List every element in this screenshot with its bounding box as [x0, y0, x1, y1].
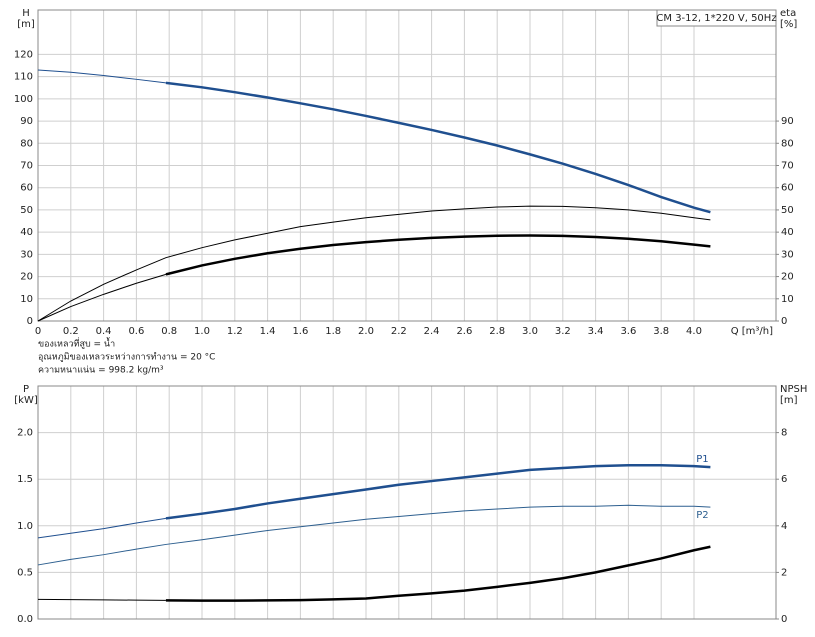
curve	[37, 517, 166, 539]
y-axis-label: H	[22, 8, 30, 19]
y-tick-label: 50	[20, 205, 33, 216]
curve	[165, 234, 711, 276]
curve-label: P1	[696, 454, 708, 465]
y-axis-label: P	[23, 384, 29, 395]
y-tick-label: 40	[20, 227, 33, 238]
y2-tick-label: 4	[781, 521, 787, 532]
y2-tick-label: 0	[781, 316, 787, 327]
note: ความหนาแน่น = 998.2 kg/m³	[38, 366, 164, 376]
y-tick-label: 80	[20, 138, 33, 149]
y2-tick-label: 30	[781, 249, 794, 260]
note: ของเหลวที่สูบ = น้ำ	[38, 337, 115, 350]
x-tick-label: 3.4	[588, 326, 604, 337]
y-tick-label: 30	[20, 249, 33, 260]
y2-tick-label: 2	[781, 567, 787, 578]
curve	[37, 205, 711, 322]
y-tick-label: 0.5	[17, 567, 33, 578]
y-tick-label: 1.5	[17, 474, 33, 485]
x-tick-label: 0.6	[128, 326, 144, 337]
curve	[165, 81, 711, 214]
x-tick-label: 2.6	[456, 326, 472, 337]
x-tick-label: 1.0	[194, 326, 210, 337]
y-tick-label: 110	[14, 72, 33, 83]
curve	[37, 504, 711, 566]
chart-title: CM 3-12, 1*220 V, 50Hz	[656, 13, 776, 24]
y-tick-label: 60	[20, 183, 33, 194]
y-axis-unit: [m]	[17, 19, 35, 30]
x-tick-label: 1.2	[227, 326, 243, 337]
y-axis-unit: [kW]	[14, 395, 38, 406]
x-tick-label: 3.0	[522, 326, 538, 337]
y2-tick-label: 8	[781, 428, 787, 439]
y-tick-label: 100	[14, 94, 33, 105]
y2-tick-label: 20	[781, 272, 794, 283]
curve	[165, 545, 711, 602]
x-tick-label: 2.4	[424, 326, 440, 337]
curve	[37, 273, 167, 322]
plot-frame	[37, 385, 777, 620]
x-tick-label: 3.6	[620, 326, 636, 337]
x-tick-label: 2.0	[358, 326, 374, 337]
y-tick-label: 70	[20, 161, 33, 172]
x-tick-label: 0.8	[161, 326, 177, 337]
y2-tick-label: 0	[781, 614, 787, 625]
y-tick-label: 20	[20, 272, 33, 283]
x-tick-label: 3.8	[653, 326, 669, 337]
x-tick-label: 0.2	[63, 326, 79, 337]
curve	[165, 463, 711, 520]
note: อุณหภูมิของเหลวระหว่างการทำงาน = 20 °C	[38, 352, 215, 363]
x-axis-label: Q [m³/h]	[731, 326, 773, 337]
y2-tick-label: 90	[781, 116, 794, 127]
y-tick-label: 0.0	[17, 614, 33, 625]
x-tick-label: 1.6	[292, 326, 308, 337]
legend-box	[656, 9, 777, 27]
y2-tick-label: 40	[781, 227, 794, 238]
curve	[37, 69, 166, 84]
y-tick-label: 0	[27, 316, 33, 327]
y2-axis-unit: [m]	[780, 395, 798, 406]
y2-tick-label: 6	[781, 474, 787, 485]
x-tick-label: 0	[35, 326, 41, 337]
y-tick-label: 10	[20, 294, 33, 305]
x-tick-label: 3.2	[555, 326, 571, 337]
y2-axis-label: eta	[780, 8, 796, 19]
y2-tick-label: 70	[781, 161, 794, 172]
y-tick-label: 120	[14, 49, 33, 60]
y-tick-label: 90	[20, 116, 33, 127]
curve	[37, 598, 166, 601]
x-tick-label: 1.8	[325, 326, 341, 337]
x-tick-label: 4.0	[686, 326, 702, 337]
x-tick-label: 2.8	[489, 326, 505, 337]
y2-axis-label: NPSH	[780, 384, 807, 395]
curve-label: P2	[696, 510, 708, 521]
y2-axis-unit: [%]	[780, 19, 797, 30]
x-tick-label: 2.2	[391, 326, 407, 337]
y2-tick-label: 50	[781, 205, 794, 216]
x-tick-label: 0.4	[96, 326, 112, 337]
x-tick-label: 1.4	[260, 326, 276, 337]
y2-tick-label: 10	[781, 294, 794, 305]
y-tick-label: 1.0	[17, 521, 33, 532]
plot-frame	[37, 9, 777, 322]
y2-tick-label: 80	[781, 138, 794, 149]
y-tick-label: 2.0	[17, 428, 33, 439]
y2-tick-label: 60	[781, 183, 794, 194]
